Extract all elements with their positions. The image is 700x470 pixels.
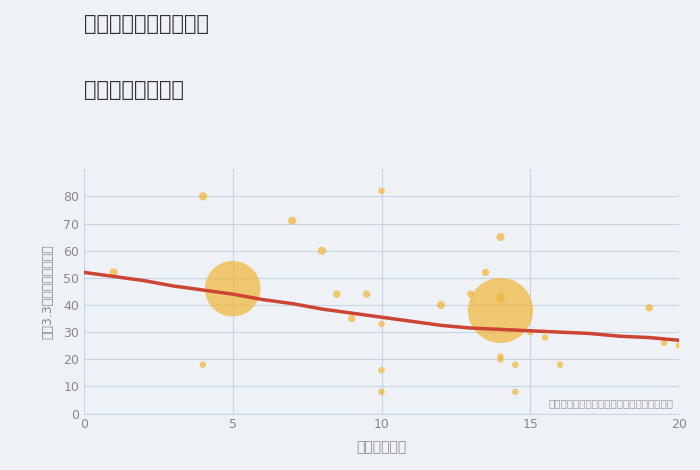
Point	[361, 290, 372, 298]
Y-axis label: 平（3.3㎡）単価（万円）: 平（3.3㎡）単価（万円）	[42, 244, 55, 339]
Point	[510, 388, 521, 396]
Point	[376, 187, 387, 195]
X-axis label: 駅距離（分）: 駅距離（分）	[356, 440, 407, 454]
Point	[480, 269, 491, 276]
Point	[510, 361, 521, 368]
Point	[435, 301, 447, 309]
Point	[495, 233, 506, 241]
Point	[644, 304, 655, 312]
Point	[316, 247, 328, 254]
Point	[376, 367, 387, 374]
Point	[525, 329, 536, 336]
Point	[197, 361, 209, 368]
Text: 円の大きさは、取引のあった物件面積を示す: 円の大きさは、取引のあった物件面積を示す	[548, 398, 673, 408]
Point	[673, 342, 685, 350]
Point	[331, 290, 342, 298]
Text: 駅距離別土地価格: 駅距離別土地価格	[84, 80, 184, 100]
Point	[495, 293, 506, 301]
Point	[376, 388, 387, 396]
Point	[108, 269, 119, 276]
Point	[495, 306, 506, 314]
Point	[227, 285, 238, 292]
Point	[376, 320, 387, 328]
Point	[465, 290, 476, 298]
Point	[346, 315, 357, 322]
Point	[554, 361, 566, 368]
Point	[495, 353, 506, 360]
Text: 奈良県奈良市別所町の: 奈良県奈良市別所町の	[84, 14, 209, 34]
Point	[287, 217, 298, 225]
Point	[197, 193, 209, 200]
Point	[659, 339, 670, 347]
Point	[540, 334, 551, 341]
Point	[495, 355, 506, 363]
Point	[495, 296, 506, 303]
